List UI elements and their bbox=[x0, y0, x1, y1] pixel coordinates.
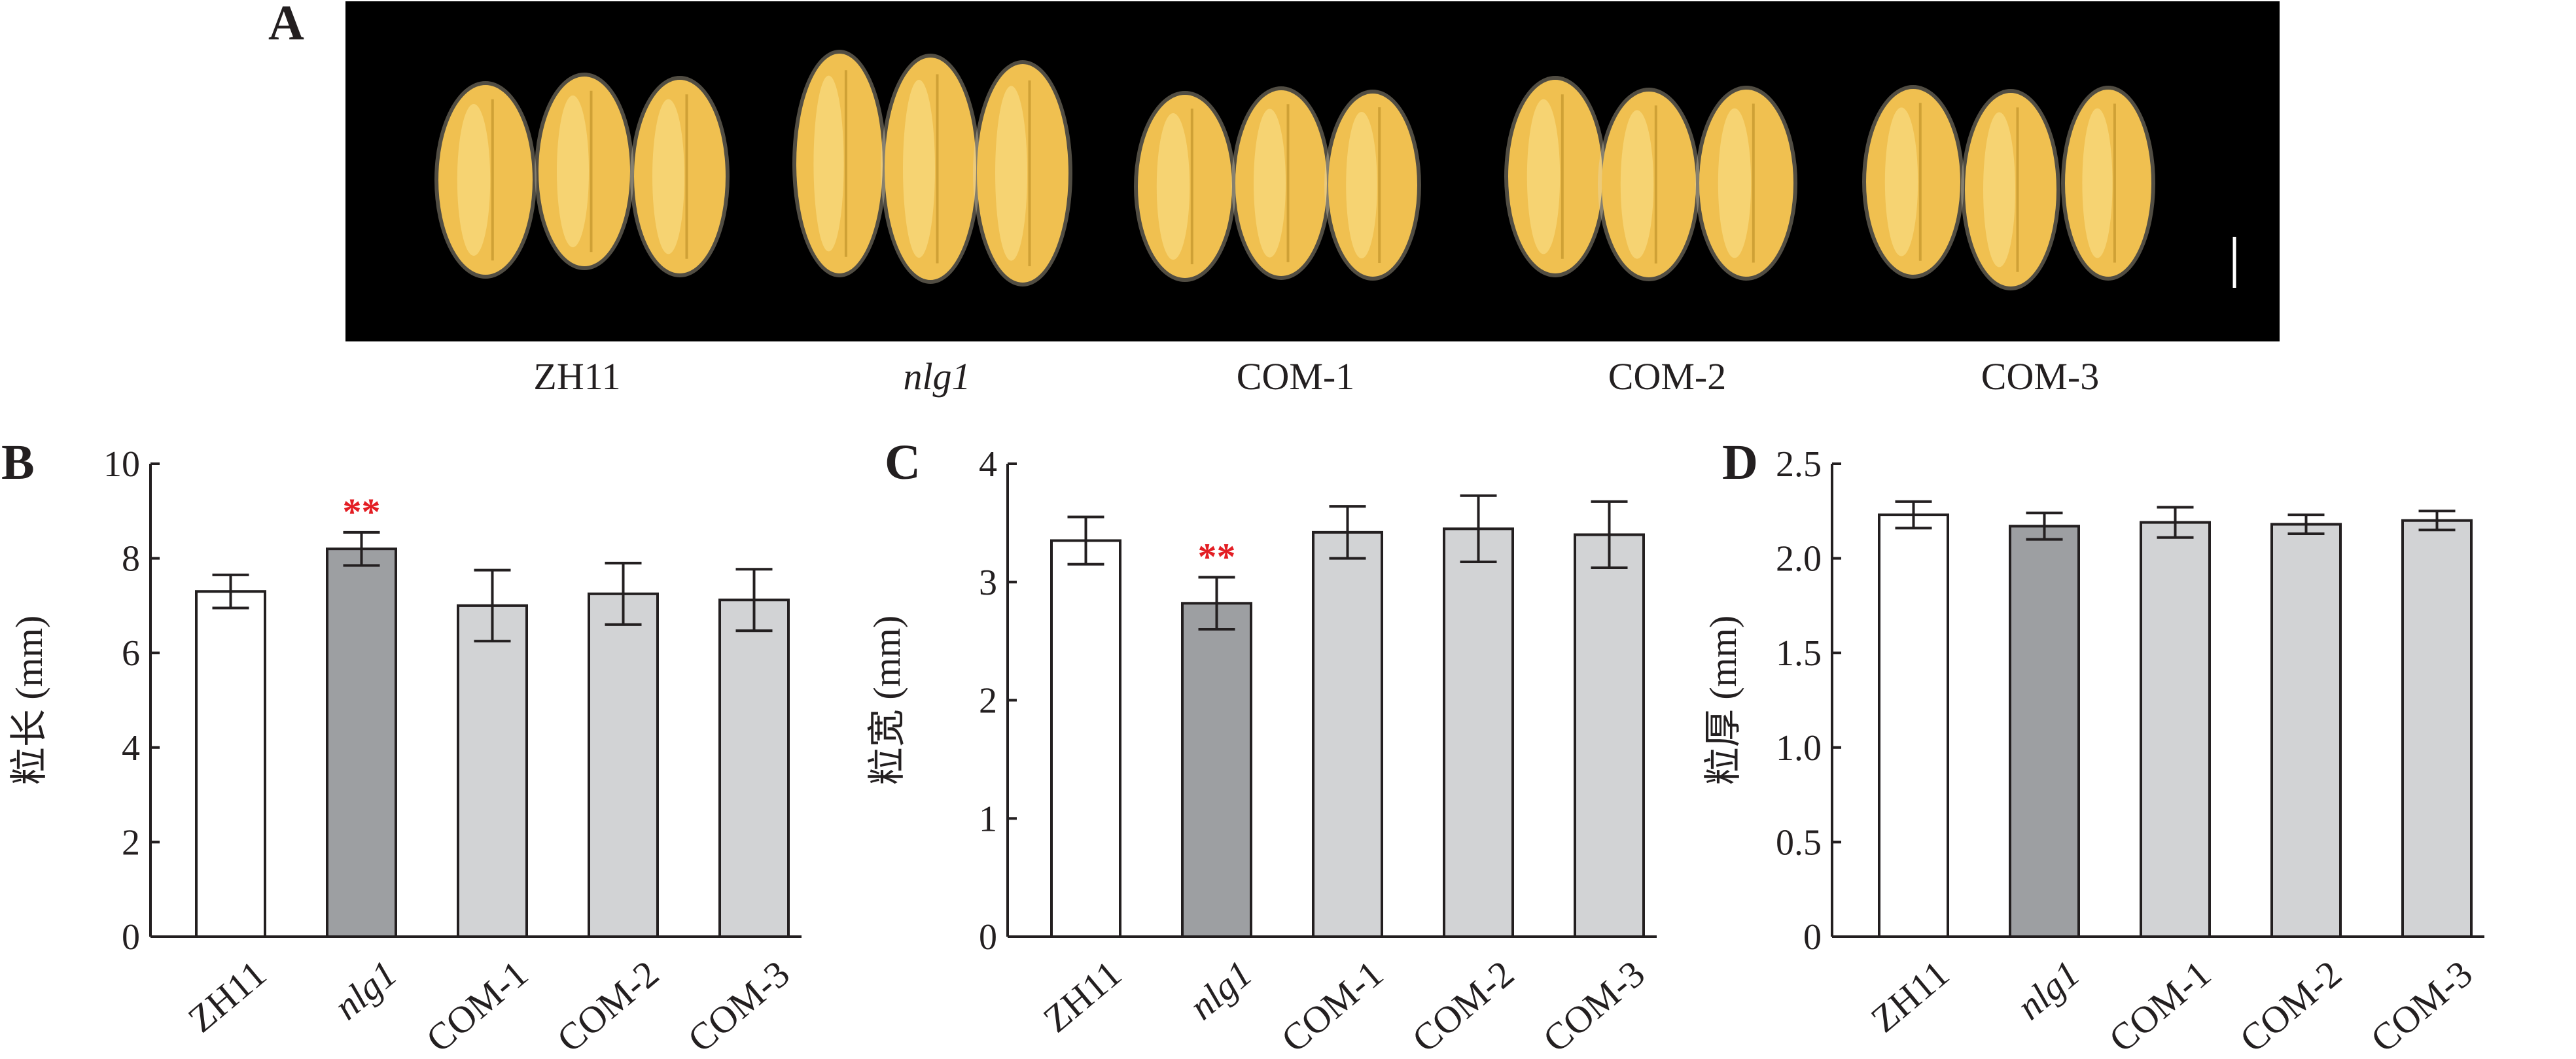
y-tick-label: 2.0 bbox=[1776, 539, 1822, 580]
bar-com-2 bbox=[1443, 527, 1514, 938]
grain-highlight bbox=[1526, 99, 1561, 254]
y-tick-label: 2.5 bbox=[1776, 444, 1822, 485]
bar-zh11 bbox=[195, 590, 266, 938]
x-tick-label: COM-1 bbox=[1273, 952, 1391, 1059]
x-tick-label: ZH11 bbox=[1035, 952, 1129, 1040]
grain-captions: ZH11 nlg1 COM-1 COM-2 COM-3 bbox=[533, 355, 2099, 398]
bar-com-3 bbox=[1574, 533, 1645, 938]
bar-nlg1 bbox=[2009, 525, 2080, 938]
x-tick-label: COM-2 bbox=[2232, 952, 2350, 1059]
grain-highlight bbox=[1254, 109, 1286, 258]
bar-com-3 bbox=[718, 599, 790, 938]
x-tick-label: COM-3 bbox=[2363, 952, 2480, 1059]
grain-highlight bbox=[2082, 108, 2113, 258]
grain-highlight bbox=[813, 75, 844, 252]
y-tick-label: 1.5 bbox=[1776, 633, 1822, 674]
bar-com-3 bbox=[2401, 519, 2473, 938]
x-tick-label: ZH11 bbox=[180, 952, 274, 1040]
grain-highlight bbox=[903, 80, 935, 258]
caption-nlg1: nlg1 bbox=[903, 355, 970, 398]
y-tick-label: 0.5 bbox=[1776, 822, 1822, 863]
panel-letter-a: A bbox=[268, 0, 304, 50]
bar-com-2 bbox=[588, 592, 659, 938]
y-tick-label: 4 bbox=[122, 728, 140, 769]
y-tick-label: 1 bbox=[979, 799, 997, 839]
y-axis-label: 粒长 (mm) bbox=[8, 616, 50, 785]
x-tick-label: nlg1 bbox=[326, 952, 405, 1028]
panel-letter-c: C bbox=[885, 435, 921, 490]
y-tick-label: 0 bbox=[122, 917, 140, 958]
grain-highlight bbox=[457, 104, 491, 256]
panel-letter-b: B bbox=[1, 435, 35, 490]
bar-com-2 bbox=[2270, 523, 2342, 938]
grain-highlight bbox=[1718, 108, 1752, 258]
grain-highlight bbox=[1620, 110, 1654, 259]
significance-marker: ** bbox=[343, 491, 381, 533]
x-tick-label: COM-2 bbox=[1404, 952, 1522, 1059]
chart-grain-width: 0 1 2 3 4 粒宽 (mm) ZH11 ** nlg1 COM-1 COM-2 COM-3 bbox=[866, 444, 1657, 1059]
caption-com-3: COM-3 bbox=[1981, 355, 2099, 398]
y-tick-label: 1.0 bbox=[1776, 728, 1822, 769]
grain-highlight bbox=[1983, 112, 2015, 268]
grain-highlight bbox=[557, 95, 589, 247]
x-tick-label: COM-3 bbox=[680, 952, 798, 1059]
bar-com-1 bbox=[457, 604, 528, 939]
bar-nlg1 bbox=[1181, 602, 1252, 938]
bar-com-1 bbox=[2140, 521, 2211, 938]
bar-zh11 bbox=[1878, 513, 1949, 938]
y-axis-label: 粒厚 (mm) bbox=[1702, 616, 1744, 785]
y-tick-label: 8 bbox=[122, 539, 140, 580]
panel-letter-d: D bbox=[1722, 435, 1758, 490]
x-tick-label: COM-3 bbox=[1535, 952, 1653, 1059]
grain-highlight bbox=[1346, 112, 1377, 258]
bar-zh11 bbox=[1050, 539, 1121, 938]
chart-grain-thickness: 00.51.01.52.02.5粒厚 (mm)ZH11 nlg1 COM-1 COM-… bbox=[1702, 444, 2484, 1059]
y-tick-label: 0 bbox=[979, 917, 997, 958]
x-tick-label: nlg1 bbox=[2009, 952, 2088, 1028]
x-tick-label: COM-1 bbox=[418, 952, 536, 1059]
bar-nlg1 bbox=[326, 547, 397, 938]
y-tick-label: 6 bbox=[122, 633, 140, 674]
caption-com-2: COM-2 bbox=[1608, 355, 1726, 398]
panel-a: A ZH11 nlg1 COM-1 COM-2 COM-3 bbox=[268, 0, 2280, 398]
y-tick-label: 3 bbox=[979, 563, 997, 603]
significance-marker: ** bbox=[1198, 536, 1236, 578]
y-tick-label: 10 bbox=[103, 444, 140, 485]
y-tick-label: 2 bbox=[979, 681, 997, 721]
y-axis-label: 粒宽 (mm) bbox=[866, 616, 908, 785]
x-tick-label: COM-2 bbox=[549, 952, 667, 1059]
y-tick-label: 4 bbox=[979, 444, 997, 485]
x-tick-label: ZH11 bbox=[1863, 952, 1957, 1040]
x-tick-label: COM-1 bbox=[2101, 952, 2219, 1059]
y-tick-label: 0 bbox=[1803, 917, 1822, 958]
grain-highlight bbox=[652, 99, 684, 254]
caption-com-1: COM-1 bbox=[1237, 355, 1354, 398]
y-tick-label: 2 bbox=[122, 822, 140, 863]
grain-highlight bbox=[1884, 107, 1918, 256]
x-tick-label: nlg1 bbox=[1181, 952, 1260, 1028]
grain-highlight bbox=[995, 86, 1027, 261]
bar-com-1 bbox=[1312, 530, 1383, 938]
caption-zh11: ZH11 bbox=[533, 355, 620, 398]
grain-highlight bbox=[1156, 113, 1190, 260]
grain-photo-content bbox=[434, 50, 2155, 290]
chart-grain-length: 0 2 4 6 8 10 粒长 (mm) ZH11 ** nlg1 COM-1 COM-2 COM-3 bbox=[8, 444, 802, 1059]
